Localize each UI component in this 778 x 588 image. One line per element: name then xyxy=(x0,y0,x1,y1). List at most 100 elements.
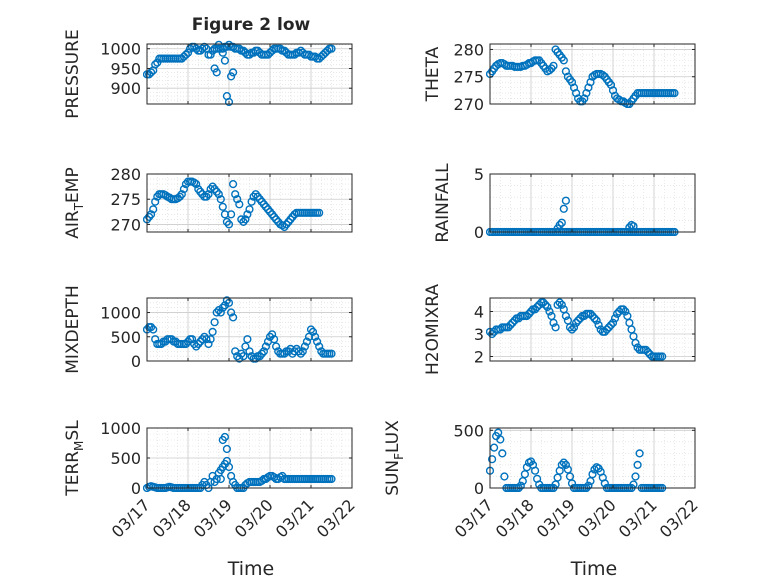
data-point xyxy=(214,190,223,199)
data-point xyxy=(208,327,217,337)
data-point xyxy=(188,335,197,344)
data-point xyxy=(571,88,581,98)
data-point xyxy=(272,342,281,351)
data-point xyxy=(257,349,266,358)
data-point xyxy=(549,318,558,327)
y-axis-label: PRESSURE xyxy=(63,29,83,118)
data-point xyxy=(278,221,287,230)
data-point xyxy=(243,210,252,219)
data-point xyxy=(543,302,552,312)
data-point xyxy=(631,472,640,481)
data-point xyxy=(218,202,227,211)
data-point xyxy=(235,354,244,363)
plot-area xyxy=(490,174,695,232)
data-point xyxy=(229,68,238,77)
data-point xyxy=(545,307,554,316)
y-axis-label: RAINFALL xyxy=(433,163,453,243)
data-point xyxy=(268,330,277,339)
data-point xyxy=(233,195,242,204)
data-point xyxy=(151,60,160,69)
data-point xyxy=(192,180,201,189)
data-point xyxy=(220,432,230,442)
data-point xyxy=(598,70,607,80)
data-point xyxy=(247,197,256,206)
data-point xyxy=(555,220,564,230)
data-point xyxy=(227,308,236,317)
data-point xyxy=(610,314,620,323)
data-point xyxy=(526,307,536,316)
subplot-theta: 270 275 280 THETA xyxy=(423,40,696,114)
data-series xyxy=(143,177,324,232)
y-tick-label: 0 xyxy=(474,223,484,242)
data-point xyxy=(573,316,583,325)
data-point xyxy=(621,307,630,316)
data-point xyxy=(506,320,515,330)
data-point xyxy=(561,460,571,470)
data-point xyxy=(224,40,234,49)
y-tick-label: 1000 xyxy=(100,419,141,438)
data-point xyxy=(488,455,497,464)
data-point xyxy=(231,190,240,199)
axes-box xyxy=(489,43,696,105)
data-point xyxy=(496,435,505,444)
data-point xyxy=(584,481,593,490)
data-point xyxy=(504,323,513,332)
data-point xyxy=(588,311,597,321)
axes-box xyxy=(146,43,353,105)
data-point xyxy=(245,347,254,356)
data-point xyxy=(151,335,160,344)
y-axis-label: H2OMIXRA xyxy=(423,284,443,375)
data-point xyxy=(600,479,609,488)
y-tick-label: 500 xyxy=(453,421,484,440)
data-point xyxy=(522,60,532,69)
data-point xyxy=(206,50,215,59)
y-tick-label: 950 xyxy=(110,59,141,78)
data-point xyxy=(235,44,244,53)
y-tick-label: 500 xyxy=(110,449,141,468)
y-tick-label: 900 xyxy=(110,79,141,98)
y-axis-label: AIRTEMP xyxy=(63,167,86,238)
y-tick-label: 270 xyxy=(453,95,484,114)
y-tick-label: 500 xyxy=(110,328,141,347)
x-tick-label: 03/20 xyxy=(231,495,277,541)
data-point xyxy=(270,335,279,344)
axes-box xyxy=(146,173,353,233)
data-point xyxy=(280,349,289,358)
data-point xyxy=(190,178,199,187)
x-axis-label-left: Time xyxy=(227,558,275,580)
y-tick-label: 3 xyxy=(474,325,484,344)
data-point xyxy=(239,352,248,361)
data-point xyxy=(157,339,166,349)
data-point xyxy=(216,308,225,317)
data-point xyxy=(224,97,234,107)
data-point xyxy=(551,323,560,332)
y-tick-label: 4 xyxy=(474,303,484,322)
data-point xyxy=(220,56,230,65)
axes-box xyxy=(489,173,696,233)
data-point xyxy=(147,323,156,332)
data-point xyxy=(602,325,612,334)
subplot-h2omixra: 2 3 4 H2OMIXRA xyxy=(423,284,696,375)
data-point xyxy=(224,220,234,229)
data-point xyxy=(300,342,310,351)
data-point xyxy=(198,335,207,344)
data-point xyxy=(212,68,221,77)
data-point xyxy=(294,347,303,356)
data-point xyxy=(229,180,238,189)
data-point xyxy=(296,349,305,358)
data-point xyxy=(214,40,223,49)
data-point xyxy=(192,44,201,53)
x-tick-label: 03/21 xyxy=(615,495,661,541)
y-axis-label: THETA xyxy=(423,46,443,102)
data-point xyxy=(520,470,530,479)
data-series xyxy=(486,45,679,108)
data-point xyxy=(276,44,285,53)
data-point xyxy=(576,314,585,323)
data-point xyxy=(220,301,230,310)
data-point xyxy=(592,316,601,325)
data-point xyxy=(559,458,568,467)
data-point xyxy=(563,465,573,474)
